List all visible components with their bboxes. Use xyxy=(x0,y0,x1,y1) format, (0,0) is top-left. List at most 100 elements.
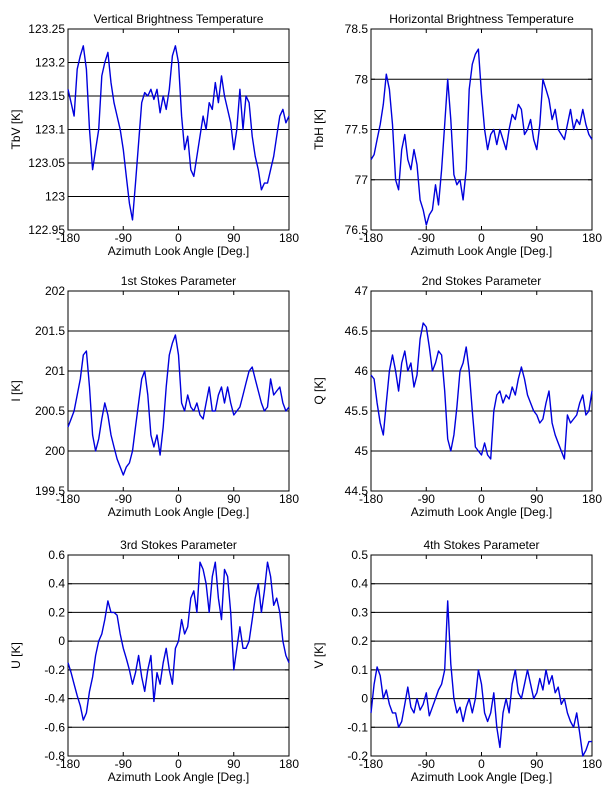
subplot-title: 2nd Stokes Parameter xyxy=(422,274,541,288)
x-axis-label: Azimuth Look Angle [Deg.] xyxy=(108,770,249,784)
y-tick-label: 0.1 xyxy=(351,663,368,677)
x-tick-label: -180 xyxy=(56,492,80,506)
subplot-title: 3rd Stokes Parameter xyxy=(120,538,237,552)
y-tick-label: 202 xyxy=(45,284,65,298)
x-tick-label: -90 xyxy=(418,757,436,771)
subplot-6 xyxy=(370,554,593,757)
x-tick-label: 90 xyxy=(530,492,544,506)
x-tick-label: 0 xyxy=(175,231,182,245)
x-tick-label: 180 xyxy=(582,231,602,245)
x-tick-label: -90 xyxy=(115,757,133,771)
y-tick-label: 78.5 xyxy=(345,22,369,36)
x-tick-label: -180 xyxy=(56,757,80,771)
x-tick-label: -180 xyxy=(359,492,383,506)
x-tick-label: -180 xyxy=(359,231,383,245)
y-tick-label: 123.15 xyxy=(28,89,65,103)
y-tick-label: 77.5 xyxy=(345,123,369,137)
series-line xyxy=(67,561,290,721)
y-tick-label: 44.5 xyxy=(345,484,369,498)
y-tick-label: 76.5 xyxy=(345,223,369,237)
subplot-2 xyxy=(370,28,593,231)
y-tick-label: 0.2 xyxy=(48,605,65,619)
y-tick-label: 123 xyxy=(45,190,65,204)
x-tick-label: 90 xyxy=(227,492,241,506)
subplot-3 xyxy=(67,290,290,492)
x-tick-label: -180 xyxy=(359,757,383,771)
y-tick-label: -0.6 xyxy=(44,720,65,734)
series-line xyxy=(67,45,290,221)
x-tick-label: -90 xyxy=(115,492,133,506)
axes-box xyxy=(370,554,593,757)
y-tick-label: 0.5 xyxy=(351,548,368,562)
x-axis-label: Azimuth Look Angle [Deg.] xyxy=(108,505,249,519)
y-tick-label: 123.25 xyxy=(28,22,65,36)
x-tick-label: 90 xyxy=(530,757,544,771)
y-tick-label: 0.4 xyxy=(351,577,368,591)
x-tick-label: 0 xyxy=(175,492,182,506)
y-tick-label: 200.5 xyxy=(35,404,65,418)
y-tick-label: 78 xyxy=(355,72,369,86)
y-tick-label: 0.4 xyxy=(48,577,65,591)
y-tick-label: 201 xyxy=(45,364,65,378)
y-tick-label: 0 xyxy=(361,692,368,706)
subplot-title: 1st Stokes Parameter xyxy=(121,274,236,288)
y-tick-label: -0.4 xyxy=(44,692,65,706)
x-tick-label: 0 xyxy=(478,231,485,245)
y-axis-label: I [K] xyxy=(9,380,23,401)
series-line xyxy=(370,48,593,226)
y-axis-label: V [K] xyxy=(312,642,326,668)
x-tick-label: -90 xyxy=(418,492,436,506)
y-tick-label: 0 xyxy=(58,634,65,648)
x-tick-label: 90 xyxy=(530,231,544,245)
x-axis-label: Azimuth Look Angle [Deg.] xyxy=(411,244,552,258)
y-tick-label: 0.2 xyxy=(351,634,368,648)
y-tick-label: 47 xyxy=(355,284,369,298)
y-axis-label: U [K] xyxy=(9,642,23,669)
x-tick-label: 90 xyxy=(227,757,241,771)
y-tick-label: 0.3 xyxy=(351,605,368,619)
subplot-5 xyxy=(67,554,290,757)
subplot-4 xyxy=(370,290,593,492)
axes-box xyxy=(67,554,290,757)
x-tick-label: 90 xyxy=(227,231,241,245)
x-tick-label: 180 xyxy=(279,231,299,245)
series-line xyxy=(370,322,593,460)
y-axis-label: TbV [K] xyxy=(9,109,23,149)
series-line xyxy=(370,600,592,757)
x-tick-label: 180 xyxy=(279,757,299,771)
y-tick-label: 46 xyxy=(355,364,369,378)
series-line xyxy=(67,334,290,476)
y-tick-label: 45.5 xyxy=(345,404,369,418)
y-tick-label: -0.2 xyxy=(44,663,65,677)
x-tick-label: 180 xyxy=(279,492,299,506)
y-tick-label: 0.6 xyxy=(48,548,65,562)
x-axis-label: Azimuth Look Angle [Deg.] xyxy=(411,505,552,519)
y-tick-label: 46.5 xyxy=(345,324,369,338)
subplot-title: Horizontal Brightness Temperature xyxy=(389,12,574,26)
y-tick-label: 123.1 xyxy=(35,123,65,137)
y-tick-label: -0.2 xyxy=(347,749,368,763)
y-tick-label: 122.95 xyxy=(28,223,65,237)
subplot-title: Vertical Brightness Temperature xyxy=(94,12,264,26)
subplot-title: 4th Stokes Parameter xyxy=(423,538,539,552)
x-axis-label: Azimuth Look Angle [Deg.] xyxy=(108,244,249,258)
x-tick-label: 180 xyxy=(582,492,602,506)
x-tick-label: -90 xyxy=(115,231,133,245)
y-tick-label: -0.8 xyxy=(44,749,65,763)
y-tick-label: 201.5 xyxy=(35,324,65,338)
x-tick-label: -90 xyxy=(418,231,436,245)
y-tick-label: 45 xyxy=(355,444,369,458)
x-axis-label: Azimuth Look Angle [Deg.] xyxy=(411,770,552,784)
y-tick-label: 123.05 xyxy=(28,156,65,170)
axes-box xyxy=(370,290,593,492)
y-axis-label: Q [K] xyxy=(312,377,326,404)
y-tick-label: 200 xyxy=(45,444,65,458)
y-tick-label: 199.5 xyxy=(35,484,65,498)
x-tick-label: 0 xyxy=(478,757,485,771)
x-tick-label: 180 xyxy=(582,757,602,771)
y-tick-label: -0.1 xyxy=(347,720,368,734)
x-tick-label: 0 xyxy=(175,757,182,771)
subplot-1 xyxy=(67,28,290,231)
y-tick-label: 123.2 xyxy=(35,56,65,70)
